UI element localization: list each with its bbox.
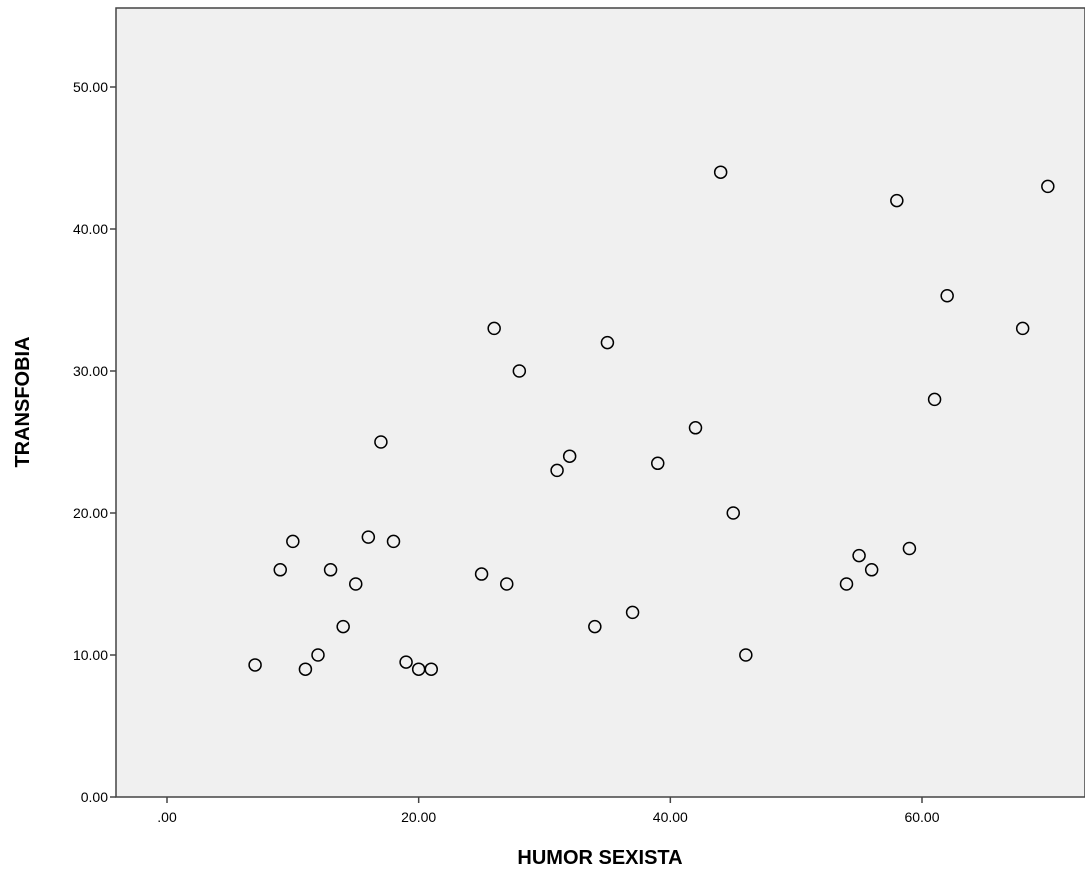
- data-point: [323, 563, 338, 577]
- data-point: [474, 567, 489, 581]
- data-point: [336, 619, 350, 634]
- plot-area: [115, 7, 1085, 798]
- y-tick-label: 50.00: [73, 79, 108, 95]
- data-point: [248, 658, 262, 672]
- data-point: [902, 541, 917, 556]
- data-point: [286, 534, 300, 549]
- y-axis: 0.00 10.00 20.00 30.00 40.00 50.00: [73, 79, 116, 805]
- y-axis-title: TRANSFOBIA: [12, 336, 34, 467]
- data-point: [298, 662, 313, 676]
- data-point: [890, 193, 904, 208]
- y-tick-label: 20.00: [73, 505, 108, 521]
- x-tick-label: 60.00: [904, 809, 939, 825]
- data-point: [512, 364, 527, 378]
- data-point: [399, 655, 413, 669]
- data-point: [688, 421, 703, 435]
- x-tick-label: 20.00: [401, 809, 436, 825]
- data-point: [1041, 179, 1055, 194]
- data-point: [273, 563, 287, 577]
- data-point: [500, 577, 514, 591]
- data-point: [562, 449, 577, 463]
- x-tick-label: .00: [157, 809, 177, 825]
- y-tick-label: 0.00: [81, 789, 108, 805]
- x-axis: .00 20.00 40.00 60.00: [157, 797, 940, 825]
- data-point: [374, 435, 388, 449]
- data-point: [651, 456, 665, 471]
- y-tick-label: 10.00: [73, 647, 108, 663]
- data-point: [487, 321, 501, 336]
- data-point: [386, 534, 401, 549]
- data-point: [349, 577, 363, 591]
- data-point: [625, 605, 640, 620]
- data-point: [864, 563, 879, 577]
- data-point: [424, 662, 438, 676]
- data-point: [311, 648, 325, 662]
- x-axis-title: HUMOR SEXISTA: [517, 847, 682, 869]
- data-point: [588, 619, 602, 634]
- data-point: [600, 335, 615, 350]
- data-point: [927, 392, 942, 407]
- data-point: [726, 506, 740, 520]
- y-tick-label: 40.00: [73, 221, 108, 237]
- data-point: [940, 288, 954, 303]
- x-tick-label: 40.00: [653, 809, 688, 825]
- data-point: [361, 530, 376, 544]
- data-point: [550, 463, 564, 478]
- data-point: [713, 165, 728, 179]
- data-point: [839, 577, 854, 591]
- data-point: [852, 548, 866, 563]
- data-point: [739, 648, 753, 662]
- data-point: [1015, 321, 1030, 336]
- y-tick-label: 30.00: [73, 363, 108, 379]
- data-points: [248, 165, 1055, 676]
